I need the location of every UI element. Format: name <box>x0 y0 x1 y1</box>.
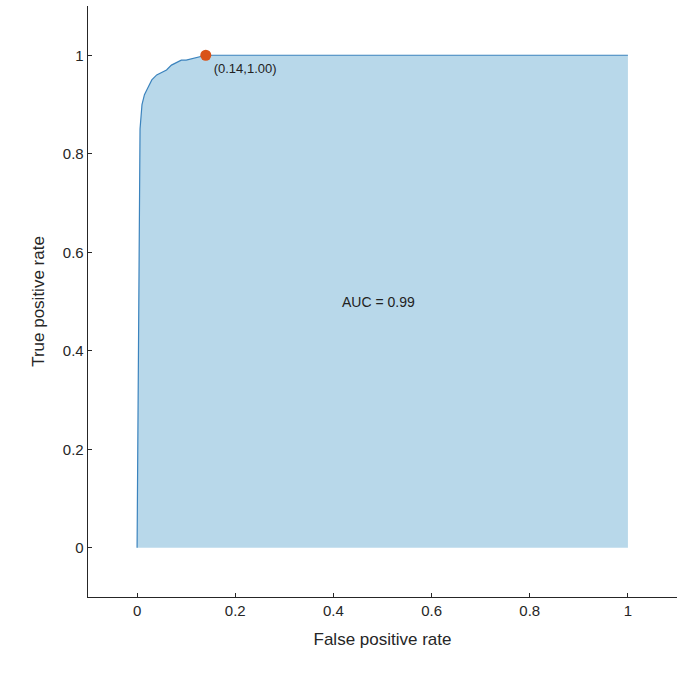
svg-text:0.4: 0.4 <box>323 602 344 619</box>
svg-text:0.8: 0.8 <box>63 145 84 162</box>
svg-text:(0.14,1.00): (0.14,1.00) <box>214 61 277 76</box>
svg-text:0.6: 0.6 <box>421 602 442 619</box>
svg-text:AUC = 0.99: AUC = 0.99 <box>342 294 415 310</box>
svg-text:0.4: 0.4 <box>63 342 84 359</box>
svg-text:0: 0 <box>133 602 141 619</box>
svg-text:0.2: 0.2 <box>225 602 246 619</box>
svg-text:0.6: 0.6 <box>63 244 84 261</box>
svg-text:1: 1 <box>624 602 632 619</box>
svg-text:0: 0 <box>75 539 83 556</box>
svg-text:True positive rate: True positive rate <box>29 236 48 367</box>
svg-text:1: 1 <box>75 47 83 64</box>
svg-text:0.8: 0.8 <box>519 602 540 619</box>
svg-text:0.2: 0.2 <box>63 441 84 458</box>
svg-text:False positive rate: False positive rate <box>314 630 452 649</box>
